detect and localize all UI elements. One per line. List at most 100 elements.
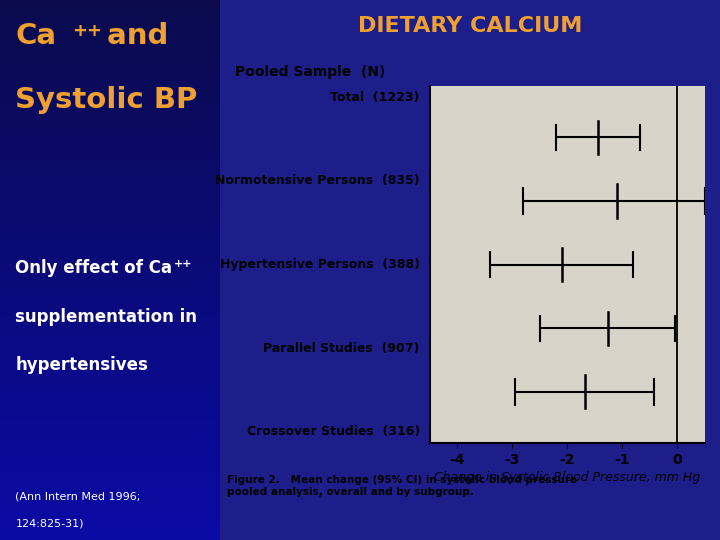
Bar [0,65,220,68]
Bar [0,38,220,40]
Bar [0,132,220,135]
Text: Normotensive Persons  (835): Normotensive Persons (835) [215,174,420,187]
Bar [0,308,220,310]
Bar [0,378,220,381]
Text: hypertensives: hypertensives [15,356,148,374]
Bar [0,348,220,351]
Bar [0,49,220,51]
Bar [0,208,220,211]
Bar [0,24,220,27]
Bar [0,502,220,505]
Bar [0,332,220,335]
Text: Only effect of Ca: Only effect of Ca [15,259,172,277]
Bar [0,324,220,327]
Bar [0,518,220,521]
Text: (Ann Intern Med 1996;: (Ann Intern Med 1996; [15,491,140,502]
Bar [0,472,220,475]
Bar [0,497,220,500]
Bar [0,389,220,392]
Bar [0,456,220,459]
Bar [0,200,220,202]
Bar [0,265,220,267]
Bar [0,127,220,130]
Bar [0,483,220,486]
Bar [0,294,220,297]
Text: Systolic BP: Systolic BP [15,86,198,114]
Bar [0,197,220,200]
Bar [0,143,220,146]
Bar [0,448,220,451]
Text: Parallel Studies  (907): Parallel Studies (907) [264,342,420,355]
Bar [0,281,220,284]
Bar [0,192,220,194]
Bar [0,510,220,513]
Bar [0,146,220,148]
Bar [0,367,220,370]
Bar [0,124,220,127]
Bar [0,362,220,364]
Bar [0,351,220,354]
Bar [0,370,220,373]
Text: Figure 2.   Mean change (95% CI) in systolic blood pressure
pooled analysis, ove: Figure 2. Mean change (95% CI) in systol… [227,475,577,497]
Bar [0,59,220,62]
Bar [0,148,220,151]
Bar [0,338,220,340]
Bar [0,327,220,329]
Bar [0,286,220,289]
Bar [0,443,220,445]
Bar [0,386,220,389]
Bar [0,81,220,84]
Bar [0,359,220,362]
Bar [0,535,220,537]
Text: Ca: Ca [15,22,56,50]
Bar [0,305,220,308]
Bar [0,78,220,81]
Bar [0,5,220,8]
Bar [0,537,220,540]
Text: ++: ++ [73,22,102,39]
Bar [0,313,220,316]
Bar [0,238,220,240]
Bar [0,486,220,489]
Bar [0,418,220,421]
Bar [0,176,220,178]
Bar [0,30,220,32]
Bar [0,76,220,78]
Bar [0,435,220,437]
Bar [0,57,220,59]
Text: DIETARY CALCIUM: DIETARY CALCIUM [358,16,582,36]
Text: and: and [96,22,168,50]
Bar [0,46,220,49]
Bar [0,413,220,416]
Bar [0,429,220,432]
Bar [0,267,220,270]
Bar [0,454,220,456]
Bar [0,22,220,24]
Bar [0,489,220,491]
Bar [0,251,220,254]
Bar [0,221,220,224]
Bar [0,521,220,524]
Bar [0,51,220,54]
Bar [0,262,220,265]
Bar [0,405,220,408]
Bar [0,202,220,205]
Bar [0,297,220,300]
Bar [0,130,220,132]
Bar [0,105,220,108]
Bar [0,0,220,3]
Bar [0,165,220,167]
Bar [0,35,220,38]
Bar [0,529,220,532]
Bar [0,122,220,124]
Bar [0,19,220,22]
Bar [0,464,220,467]
Bar [0,459,220,462]
Bar [0,427,220,429]
Text: Crossover Studies  (316): Crossover Studies (316) [246,426,420,438]
Bar [0,383,220,386]
Bar [0,224,220,227]
Bar [0,446,220,448]
Bar [0,184,220,186]
Bar [0,478,220,481]
